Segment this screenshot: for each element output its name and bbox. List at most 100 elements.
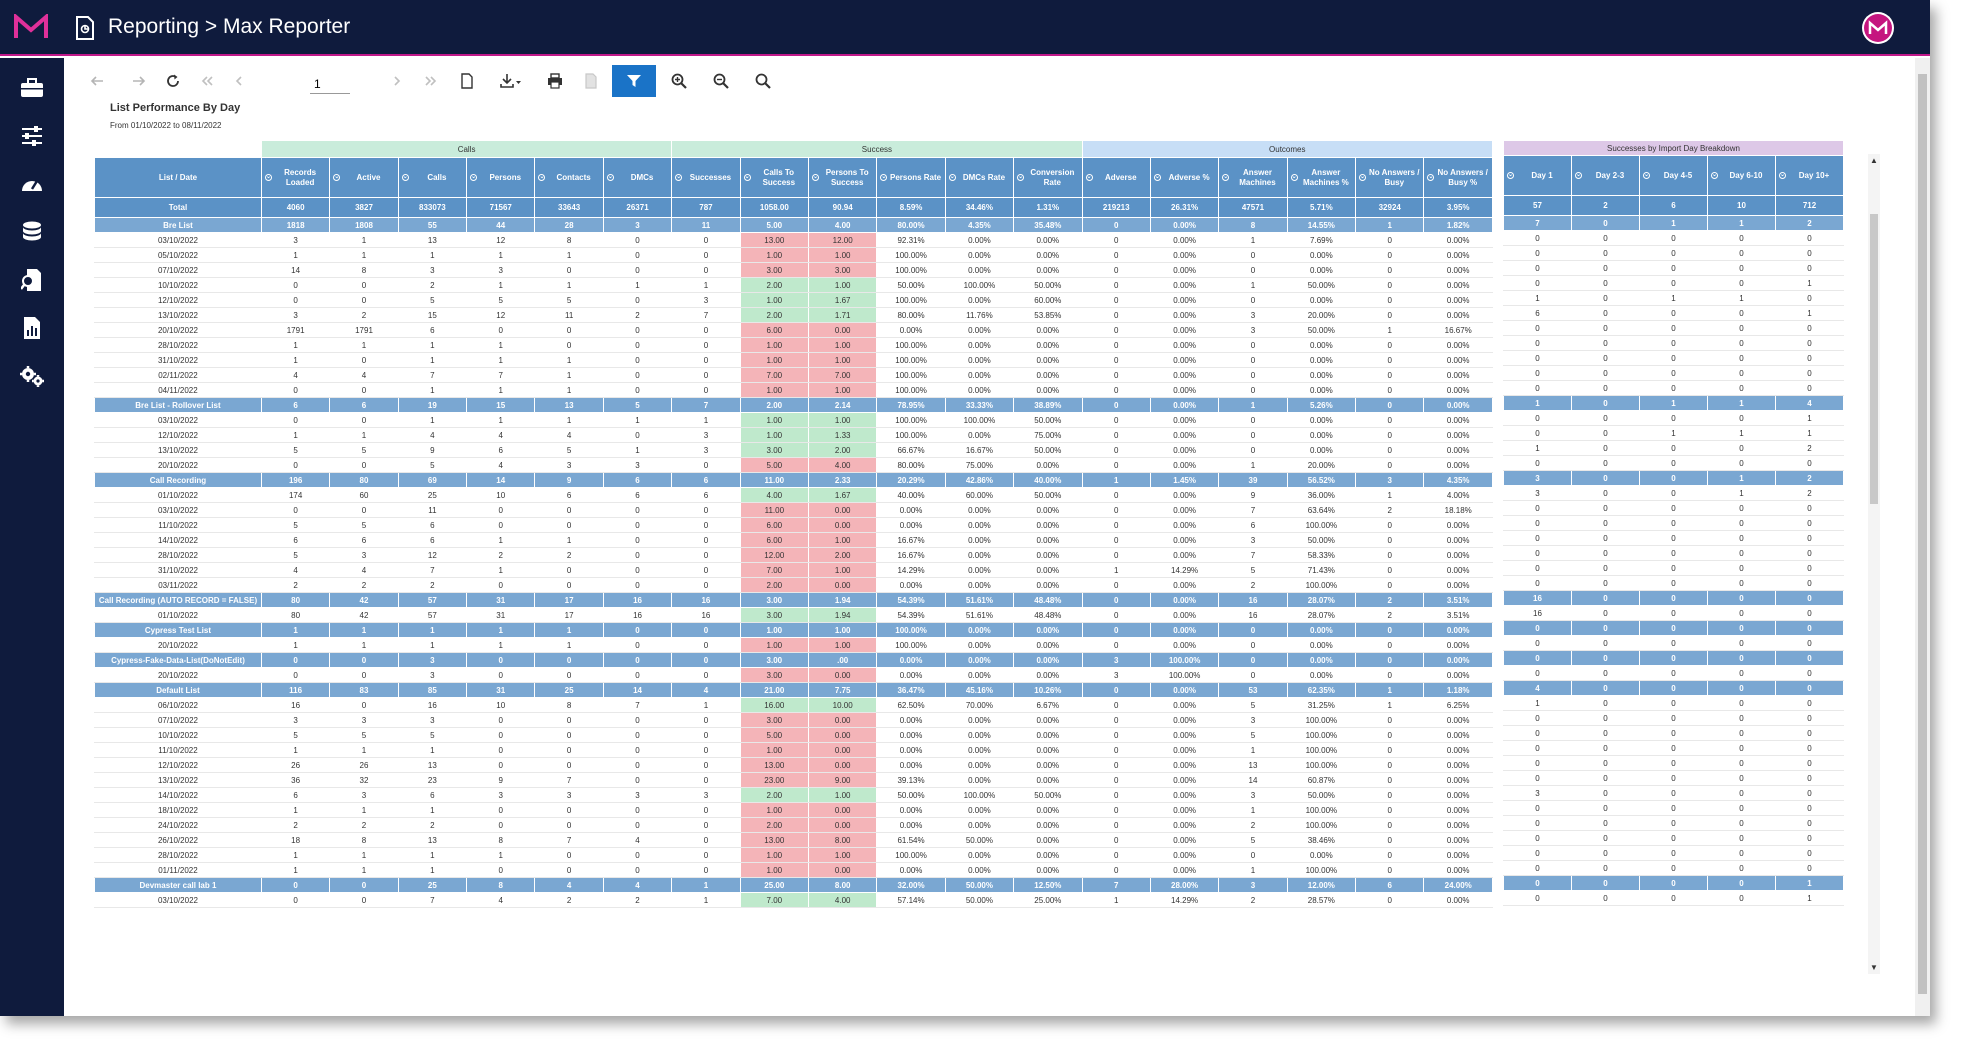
sidebar-item-data[interactable] (18, 218, 46, 246)
print-page-button[interactable] (578, 68, 604, 94)
table-cell: 28.57% (1286, 892, 1357, 908)
export-button[interactable] (494, 68, 528, 94)
report-scrollbar-thumb[interactable] (1870, 214, 1878, 504)
sort-icon[interactable]: ⌄ (1290, 174, 1298, 181)
column-header[interactable]: ⌄ Calls (397, 157, 468, 198)
table-cell: 0 (534, 742, 604, 758)
column-header[interactable]: ⌄ Persons To Success (807, 157, 878, 198)
sort-icon[interactable]: ⌄ (948, 174, 956, 181)
sort-icon[interactable]: ⌄ (1085, 174, 1093, 181)
list-group-row[interactable]: Call Recording 196 80 69 14 9 6 6 11.00 2.33 20.29… (94, 472, 1493, 488)
column-header[interactable]: ⌄ Records Loaded (260, 157, 331, 198)
list-group-row[interactable]: Bre List - Rollover List 6 6 19 15 13 5 7 2.00 2.… (94, 397, 1493, 413)
scroll-down-arrow-icon[interactable]: ▼ (1870, 963, 1878, 972)
brand-logo[interactable] (14, 14, 48, 40)
column-header[interactable]: ⌄ Persons (466, 157, 536, 198)
filter-icon (627, 75, 641, 87)
column-header[interactable]: ⌄ Day 6-10 (1707, 155, 1776, 196)
list-group-row[interactable]: Call Recording (AUTO RECORD = FALSE) 80 42… (94, 592, 1493, 608)
sort-icon[interactable]: ⌄ (1575, 172, 1582, 179)
sort-icon[interactable]: ⌄ (538, 174, 546, 181)
table-cell: 7 (1503, 215, 1572, 231)
table-cell: 0 (534, 802, 604, 818)
list-group-row[interactable]: Bre List 1818 1808 55 44 28 3 11 5.00 4.00 80.00% 4… (94, 217, 1493, 233)
sort-icon[interactable]: ⌄ (1427, 174, 1435, 181)
list-group-row[interactable]: Cypress Test List 1 1 1 1 1 0 0 1.00 1.00 100.00% 0… (94, 622, 1493, 638)
user-avatar[interactable] (1862, 12, 1894, 44)
column-header[interactable]: ⌄ Contacts (534, 157, 604, 198)
sort-icon[interactable]: ⌄ (1643, 172, 1650, 179)
table-cell: 6 (671, 487, 741, 503)
table-row: 01/10/2022 174 60 25 10 6 6 6 4.00 1.67 40.00% 60.0… (94, 487, 1493, 503)
table-cell: 0 (1081, 802, 1151, 818)
page-setup-button[interactable] (454, 68, 480, 94)
list-group-row[interactable]: Cypress-Fake-Data-List(DoNotEdit) 0 0 3 0 0 0 0… (94, 652, 1493, 668)
column-header[interactable]: ⌄ Persons Rate (876, 157, 946, 198)
column-header[interactable]: ⌄ Conversion Rate (1013, 157, 1083, 198)
column-header[interactable]: ⌄ DMCs Rate (944, 157, 1015, 198)
refresh-button[interactable] (160, 68, 186, 94)
column-header[interactable]: ⌄ Answer Machines % (1286, 157, 1357, 198)
column-header[interactable]: ⌄ Day 1 (1503, 155, 1572, 196)
filter-button[interactable] (612, 65, 656, 97)
next-page-button[interactable] (384, 68, 410, 94)
sort-icon[interactable]: ⌄ (880, 174, 888, 181)
column-header[interactable]: ⌄ Answer Machines (1218, 157, 1288, 198)
sort-icon[interactable]: ⌄ (812, 174, 819, 181)
list-group-row[interactable]: Devmaster call lab 1 0 0 25 8 4 4 1 25.00 8.00 32.… (94, 877, 1493, 893)
sort-icon[interactable]: ⌄ (1017, 174, 1025, 181)
sort-icon[interactable]: ⌄ (1779, 172, 1786, 179)
zoom-out-button[interactable] (708, 68, 734, 94)
list-group-row[interactable]: Default List 116 83 85 31 25 14 4 21.00 7.75 36.47… (94, 682, 1493, 698)
column-header[interactable]: ⌄ Day 4-5 (1639, 155, 1708, 196)
column-header[interactable]: ⌄ DMCs (602, 157, 673, 198)
column-header[interactable]: ⌄ Day 10+ (1774, 155, 1845, 196)
table-cell: 3 (1503, 470, 1572, 486)
column-header[interactable]: ⌄ No Answers / Busy (1355, 157, 1425, 198)
sort-icon[interactable]: ⌄ (333, 174, 341, 181)
sort-icon[interactable]: ⌄ (606, 174, 614, 181)
total-row: 57 2 6 10 712 (1503, 195, 1845, 216)
scroll-up-arrow-icon[interactable]: ▲ (1870, 156, 1878, 165)
last-page-button[interactable] (418, 68, 444, 94)
print-button[interactable] (542, 68, 568, 94)
first-page-button[interactable] (84, 68, 110, 94)
search-button[interactable] (750, 68, 776, 94)
page-scrollbar-thumb[interactable] (1918, 74, 1927, 994)
sidebar-item-search-records[interactable] (18, 266, 46, 294)
sort-icon[interactable]: ⌄ (470, 174, 478, 181)
sidebar-item-settings[interactable] (18, 122, 46, 150)
sort-icon[interactable]: ⌄ (1507, 172, 1514, 179)
prev-page-button[interactable] (226, 68, 252, 94)
table-cell: 0 (1774, 230, 1845, 246)
sort-icon[interactable]: ⌄ (1222, 174, 1230, 181)
page-number-input[interactable] (310, 74, 350, 94)
column-header[interactable]: ⌄ Active (329, 157, 399, 198)
sidebar-item-campaigns[interactable] (18, 74, 46, 102)
sort-icon[interactable]: ⌄ (1359, 174, 1367, 181)
sidebar-item-admin[interactable] (18, 362, 46, 390)
sort-icon[interactable]: ⌄ (264, 174, 272, 181)
forward-button[interactable] (126, 68, 152, 94)
column-header[interactable]: ⌄ No Answers / Busy % (1423, 157, 1493, 198)
table-cell: 0.00% (944, 517, 1015, 533)
sort-icon[interactable]: ⌄ (675, 174, 683, 181)
column-header-list-date[interactable]: List / Date (94, 157, 262, 198)
column-header[interactable]: ⌄ Adverse (1081, 157, 1151, 198)
sidebar-item-reporting[interactable] (18, 314, 46, 342)
sort-icon[interactable]: ⌄ (743, 174, 751, 181)
column-header[interactable]: ⌄ Calls To Success (739, 157, 810, 198)
column-header[interactable]: ⌄ Adverse % (1149, 157, 1220, 198)
report-scrollbar[interactable]: ▲ ▼ (1868, 154, 1880, 974)
sort-icon[interactable]: ⌄ (1153, 174, 1161, 181)
page-scrollbar[interactable] (1915, 58, 1930, 1016)
table-cell: 0 (671, 832, 741, 848)
column-header[interactable]: ⌄ Successes (671, 157, 741, 198)
zoom-in-button[interactable] (666, 68, 692, 94)
sidebar-item-dashboard[interactable] (18, 170, 46, 198)
sort-icon[interactable]: ⌄ (1711, 172, 1718, 179)
first-page-nav-button[interactable] (194, 68, 220, 94)
table-cell: 1.00 (739, 382, 810, 398)
sort-icon[interactable]: ⌄ (401, 174, 409, 181)
column-header[interactable]: ⌄ Day 2-3 (1571, 155, 1640, 196)
